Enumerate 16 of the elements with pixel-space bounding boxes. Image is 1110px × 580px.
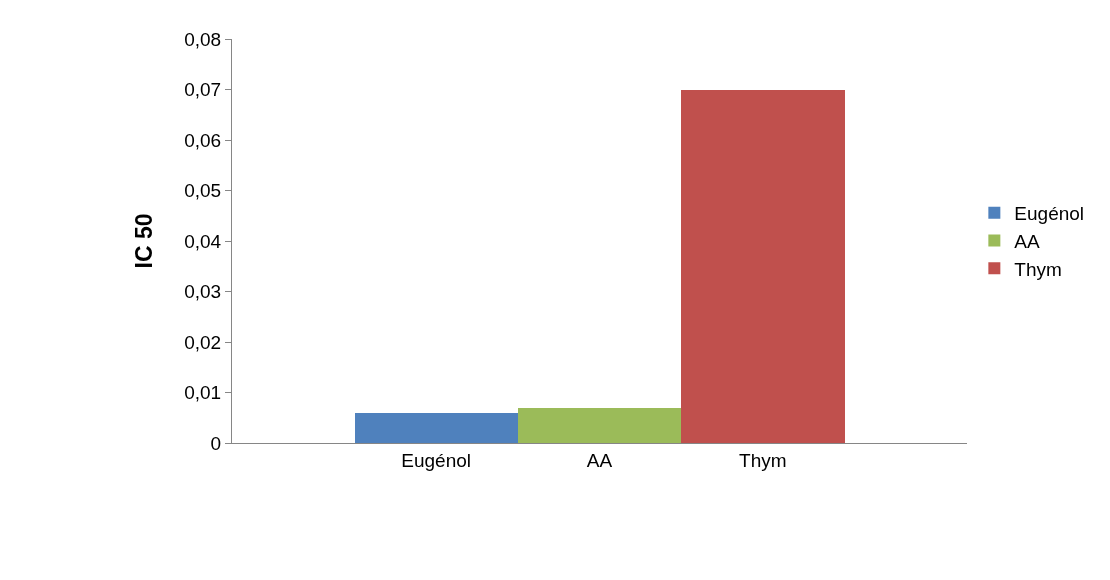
x-tick-label: AA	[586, 449, 613, 471]
y-tick-label: 0,03	[184, 281, 222, 303]
y-tick-label: 0,05	[184, 180, 222, 202]
y-tick-label: 0	[210, 432, 222, 454]
legend-label: AA	[1014, 230, 1041, 252]
y-axis-title: IC 50	[130, 213, 157, 269]
y-tick-label: 0,04	[184, 230, 222, 252]
y-tick-label: 0,02	[184, 331, 222, 353]
y-tick-label: 0,08	[184, 28, 222, 50]
legend-label: Thym	[1014, 258, 1062, 280]
y-tick-label: 0,06	[184, 129, 222, 151]
legend-label: Eugénol	[1014, 203, 1085, 225]
y-tick-label: 0,01	[184, 382, 222, 404]
x-tick-label: Thym	[739, 449, 787, 471]
x-tick-label: Eugénol	[401, 449, 472, 471]
y-tick-label: 0,07	[184, 79, 222, 101]
